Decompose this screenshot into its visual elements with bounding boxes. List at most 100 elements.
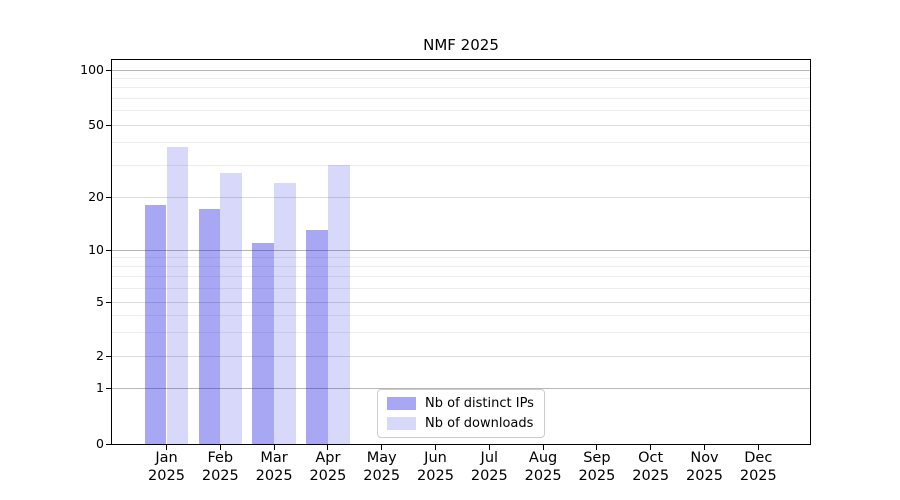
gridline-minor xyxy=(112,266,810,268)
plot-area xyxy=(111,59,811,445)
x-tick-year: 2025 xyxy=(686,467,723,484)
x-tick-label: Sep 2025 xyxy=(561,450,633,485)
x-tick-month: Feb xyxy=(207,450,234,466)
x-tick-mark xyxy=(757,445,759,450)
x-tick-mark xyxy=(327,445,329,450)
gridline-minor xyxy=(112,314,810,316)
bar-downloads xyxy=(274,182,296,444)
bar-downloads xyxy=(327,165,350,444)
bar-downloads xyxy=(166,146,189,444)
x-tick-year: 2025 xyxy=(201,467,239,484)
gridline-minor xyxy=(112,331,810,333)
y-tick-mark xyxy=(106,124,111,126)
x-tick-month: Apr xyxy=(315,450,341,466)
gridline-minor xyxy=(112,87,810,89)
bar-distinct-ips xyxy=(144,205,167,444)
x-tick-year: 2025 xyxy=(470,467,508,484)
x-tick-month: Jan xyxy=(155,450,178,466)
x-tick-mark xyxy=(166,445,167,450)
gridline-decade xyxy=(112,387,810,389)
x-tick-label: Dec 2025 xyxy=(722,450,794,485)
x-tick-year: 2025 xyxy=(578,467,616,484)
x-tick-mark xyxy=(704,445,705,450)
gridline-minor xyxy=(112,287,810,289)
y-tick-label: 2 xyxy=(96,348,104,363)
x-tick-label: Jul 2025 xyxy=(453,450,525,485)
x-tick-label: Aug 2025 xyxy=(507,450,579,485)
y-tick-mark xyxy=(106,387,111,389)
x-tick-mark xyxy=(488,445,490,450)
x-tick-mark xyxy=(650,445,652,450)
chart-title: NMF 2025 xyxy=(423,36,499,54)
x-tick-label: Oct 2025 xyxy=(615,450,687,485)
y-tick-label: 10 xyxy=(88,242,104,257)
x-tick-mark xyxy=(381,445,383,450)
x-tick-year: 2025 xyxy=(309,467,347,484)
bar-distinct-ips xyxy=(306,229,328,444)
x-tick-mark xyxy=(219,445,221,450)
legend-label-distinct-ips: Nb of distinct IPs xyxy=(425,396,534,411)
gridline-minor xyxy=(112,164,810,166)
x-tick-month: Mar xyxy=(260,450,288,466)
x-tick-mark xyxy=(273,445,275,450)
x-tick-label: Mar 2025 xyxy=(238,450,310,485)
y-tick-label: 5 xyxy=(96,294,104,309)
y-tick-mark xyxy=(106,69,111,71)
x-tick-label: May 2025 xyxy=(346,450,418,485)
x-tick-label: Jan 2025 xyxy=(131,450,203,485)
gridline-major xyxy=(112,124,810,126)
gridline-minor xyxy=(112,110,810,112)
x-tick-month: May xyxy=(366,450,397,466)
x-tick-year: 2025 xyxy=(148,467,185,484)
y-tick-mark xyxy=(106,301,111,303)
y-tick-mark xyxy=(106,249,111,251)
gridline-minor xyxy=(112,77,810,79)
legend-label-downloads: Nb of downloads xyxy=(425,416,534,431)
legend-swatch-distinct-ips xyxy=(387,397,416,410)
legend-swatch-downloads xyxy=(387,417,416,430)
gridline-decade xyxy=(112,69,810,71)
bar-downloads xyxy=(220,173,243,444)
gridline-major xyxy=(112,301,810,303)
y-tick-label: 20 xyxy=(88,189,104,204)
y-tick-label: 0 xyxy=(96,436,104,451)
x-tick-year: 2025 xyxy=(255,467,293,484)
x-tick-year: 2025 xyxy=(417,467,454,484)
y-tick-label: 100 xyxy=(80,62,104,77)
x-tick-label: Jun 2025 xyxy=(400,450,472,485)
y-tick-mark xyxy=(106,196,111,198)
x-tick-mark xyxy=(542,445,544,450)
x-tick-month: Aug xyxy=(528,450,558,466)
y-tick-label: 50 xyxy=(88,117,104,132)
x-tick-year: 2025 xyxy=(739,467,777,484)
x-tick-mark xyxy=(596,445,598,450)
legend: Nb of distinct IPs Nb of downloads xyxy=(377,389,545,438)
x-tick-year: 2025 xyxy=(524,467,562,484)
x-tick-label: Nov 2025 xyxy=(669,450,741,485)
x-tick-year: 2025 xyxy=(363,467,401,484)
gridline-major xyxy=(112,355,810,357)
y-tick-mark xyxy=(106,355,111,357)
x-tick-label: Feb 2025 xyxy=(184,450,256,485)
legend-item-downloads: Nb of downloads xyxy=(387,416,535,431)
x-tick-label: Apr 2025 xyxy=(292,450,364,485)
x-tick-month: Dec xyxy=(744,450,773,466)
x-tick-month: Jun xyxy=(424,450,447,466)
gridline-minor xyxy=(112,257,810,259)
gridline-decade xyxy=(112,249,810,251)
gridline-minor xyxy=(112,97,810,99)
gridline-major xyxy=(112,196,810,198)
x-tick-month: Oct xyxy=(638,450,664,466)
x-tick-month: Nov xyxy=(690,450,719,466)
y-tick-label: 1 xyxy=(96,380,104,395)
gridline-minor xyxy=(112,142,810,144)
bar-distinct-ips xyxy=(252,242,275,444)
x-tick-mark xyxy=(435,445,436,450)
x-tick-year: 2025 xyxy=(632,467,670,484)
x-tick-month: Sep xyxy=(583,450,611,466)
x-tick-month: Jul xyxy=(480,450,499,466)
legend-item-distinct-ips: Nb of distinct IPs xyxy=(387,396,535,411)
gridline-minor xyxy=(112,276,810,278)
bar-distinct-ips xyxy=(198,209,221,444)
